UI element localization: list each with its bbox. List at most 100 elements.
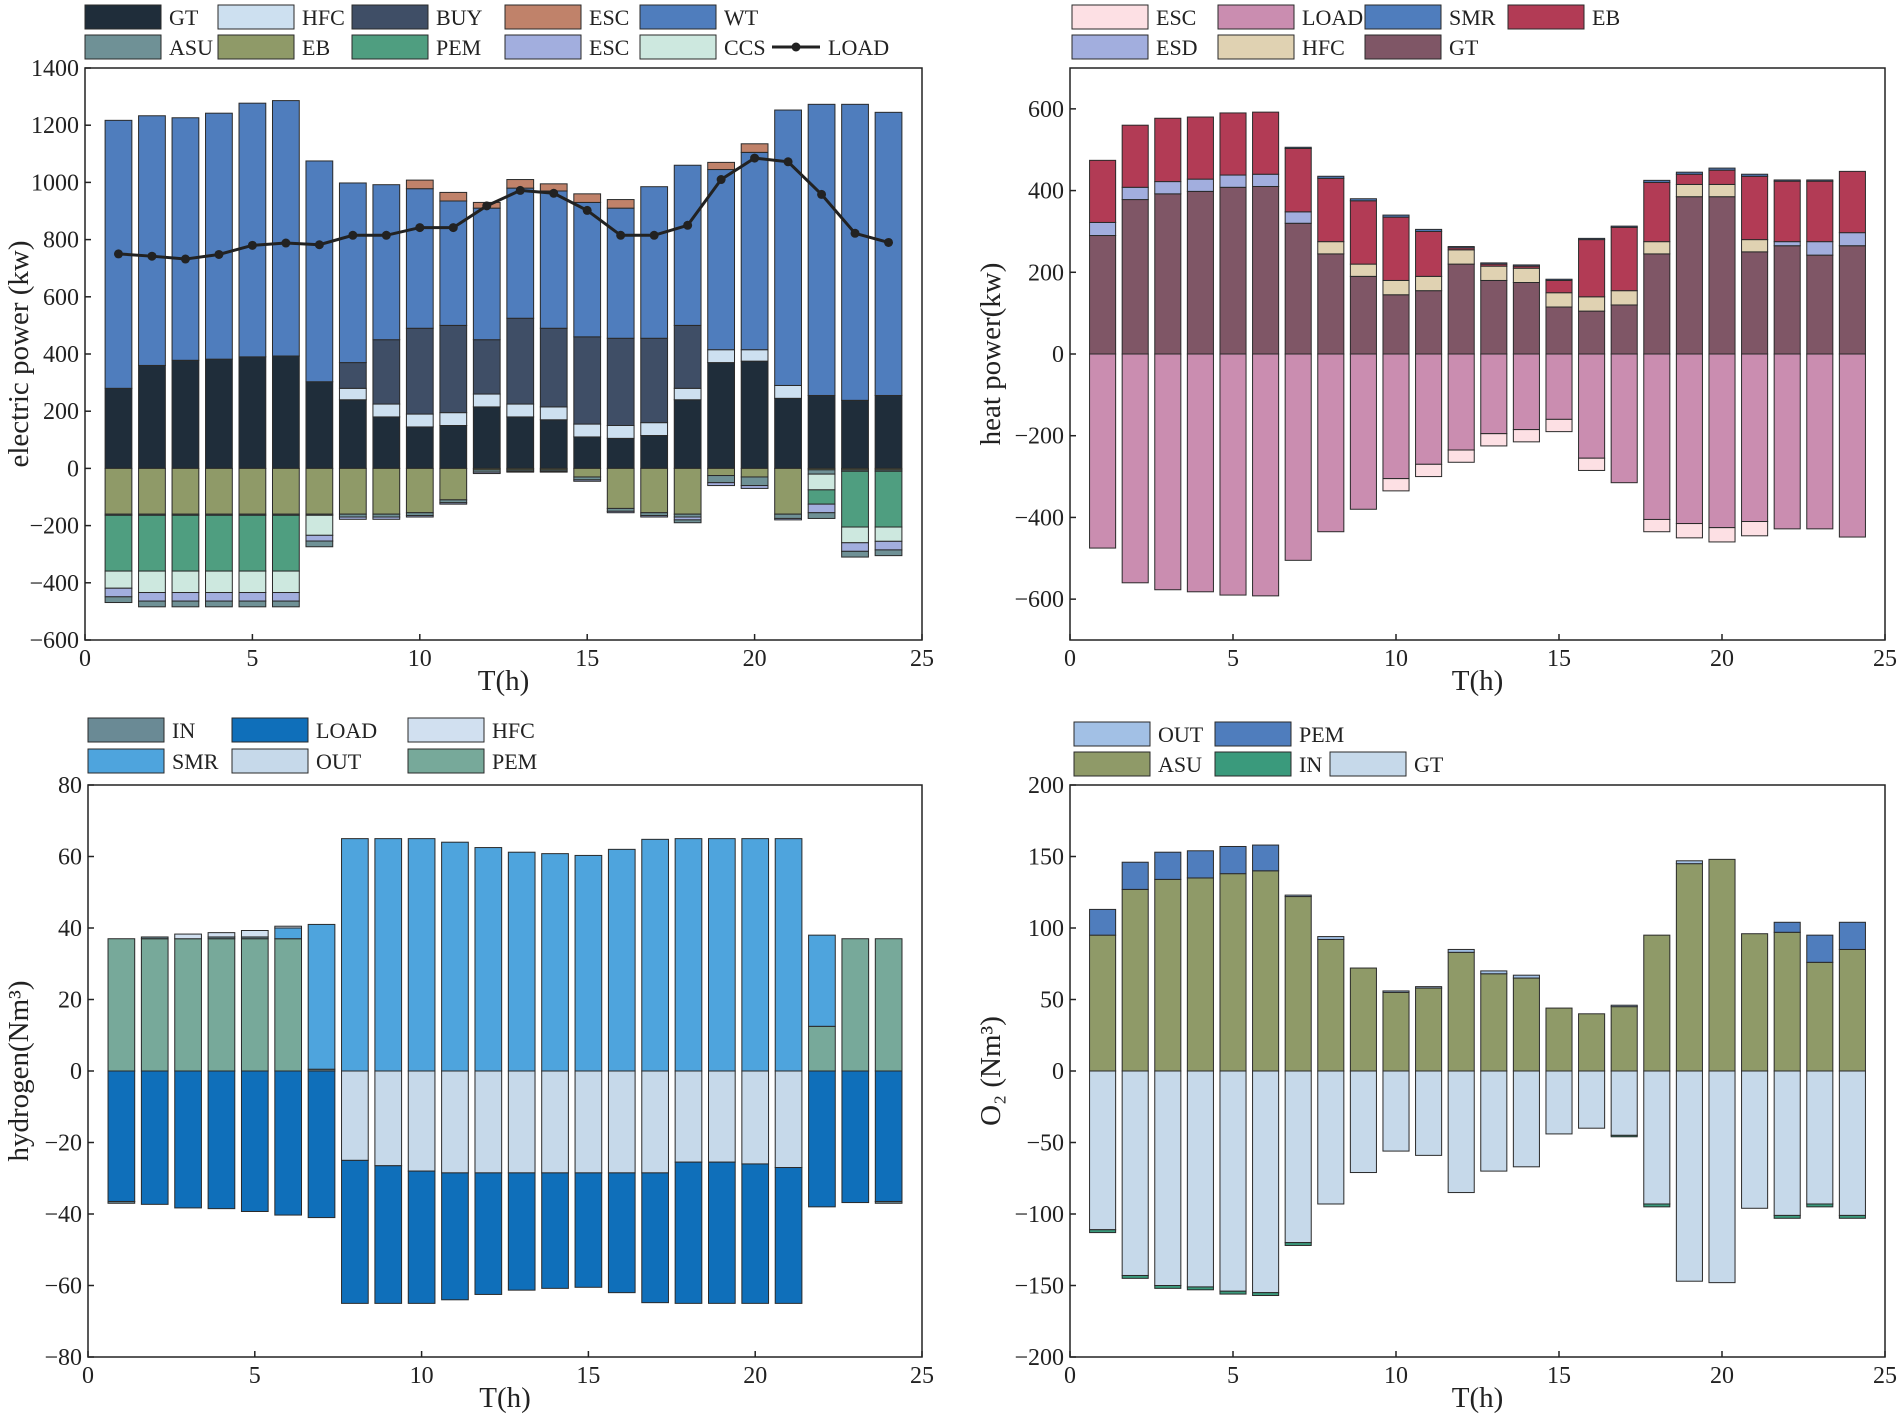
bar-load-h8 xyxy=(341,1159,369,1304)
legend-label: EB xyxy=(302,35,330,60)
legend-label: ESC xyxy=(1156,5,1196,30)
bar-gt-h15 xyxy=(573,436,602,469)
bar-load-h21 xyxy=(1741,353,1769,523)
bar-esc-h21 xyxy=(1741,521,1769,537)
bar-esc-h11 xyxy=(1415,463,1443,478)
legend-item-smr: SMR xyxy=(1364,4,1496,30)
legend-swatch xyxy=(351,4,429,30)
bar-eb-h8 xyxy=(1317,177,1345,243)
x-tick-label: 20 xyxy=(743,646,767,672)
bar-eb-h2 xyxy=(1121,124,1149,188)
bar-pem-h6 xyxy=(274,938,303,1072)
bar-pem-h2 xyxy=(140,938,169,1072)
y-tick-label: −60 xyxy=(44,1274,82,1300)
bar-hfc-h14 xyxy=(1512,267,1540,284)
bar-eb-h21 xyxy=(1741,175,1769,241)
bar-gt-h6 xyxy=(271,355,300,469)
legend-item-load: LOAD xyxy=(1217,4,1363,30)
legend-label: GT xyxy=(1449,35,1479,60)
bar-asu-h5 xyxy=(1219,873,1247,1072)
legend-item-load: LOAD xyxy=(772,35,889,60)
bar-load-h6 xyxy=(274,1070,303,1216)
bar-eb-h11 xyxy=(439,467,468,501)
bar-hfc-h16 xyxy=(1578,296,1606,312)
legend-swatch xyxy=(231,748,309,774)
x-axis-label: T(h) xyxy=(1452,665,1504,697)
bar-esc-h16 xyxy=(606,199,635,209)
bar-load-h2 xyxy=(1121,353,1149,584)
bar-eb-h3 xyxy=(171,467,200,515)
bar-load-h13 xyxy=(507,1172,536,1291)
bar-asu-h22 xyxy=(807,512,836,519)
bar-buy-h11 xyxy=(439,324,468,414)
bar-ccs-h3 xyxy=(171,570,200,594)
bar-smr-h23 xyxy=(1806,179,1834,182)
legend-swatch xyxy=(84,34,162,60)
bar-eb-h19 xyxy=(1675,173,1703,185)
bar-wt-h17 xyxy=(640,186,669,339)
y-tick-label: 0 xyxy=(1052,342,1064,368)
legend-label: PEM xyxy=(1299,722,1344,747)
bar-asu-h18 xyxy=(673,519,702,524)
bar-out-h10 xyxy=(1382,990,1410,993)
y-tick-label: −400 xyxy=(1014,505,1064,531)
bar-gt-h1 xyxy=(104,387,133,469)
bar-wt-h10 xyxy=(405,188,434,329)
bar-gt-h21 xyxy=(1741,251,1769,355)
bar-gt-h14 xyxy=(1512,282,1540,355)
legend-label: ESC xyxy=(589,5,629,30)
legend-label: LOAD xyxy=(316,718,377,743)
load-point-h11 xyxy=(448,223,458,233)
bar-asu-h1 xyxy=(104,596,133,604)
bar-gt-h20 xyxy=(1708,196,1736,355)
bar-load-h24 xyxy=(1838,353,1866,538)
bar-out-h17 xyxy=(641,1070,669,1174)
bar-in-h18 xyxy=(1643,1203,1671,1208)
bar-esd-h5 xyxy=(1219,174,1247,188)
bar-gt-h11 xyxy=(439,425,468,469)
bar-gt-h18 xyxy=(673,399,702,469)
bar-load-h4 xyxy=(207,1070,236,1210)
bar-eb-h6 xyxy=(271,467,300,515)
bar-wt-h15 xyxy=(573,201,602,338)
y-tick-label: 800 xyxy=(43,228,79,254)
legend-swatch xyxy=(1214,721,1292,747)
bar-esc-h6 xyxy=(271,592,300,602)
bar-load-h21 xyxy=(774,1167,803,1304)
y-tick-label: −600 xyxy=(1014,587,1064,613)
bar-esc-h11 xyxy=(439,191,468,202)
bar-gt-h15 xyxy=(1545,306,1573,355)
bar-eb-h19 xyxy=(707,467,736,477)
bar-load-h16 xyxy=(607,1172,636,1294)
bar-out-h7 xyxy=(1284,894,1312,898)
bar-esd-h7 xyxy=(1284,211,1312,224)
legend-swatch xyxy=(87,717,165,743)
bar-gt-h13 xyxy=(1480,1070,1508,1172)
y-tick-label: 200 xyxy=(1028,773,1064,799)
bar-eb-h3 xyxy=(1154,117,1182,183)
bar-asu-h20 xyxy=(740,476,769,487)
bar-load-h3 xyxy=(174,1070,202,1209)
bar-gt-h23 xyxy=(1806,1070,1834,1205)
bar-wt-h12 xyxy=(472,207,501,341)
bar-hfc-h13 xyxy=(1480,265,1508,281)
bar-buy-h15 xyxy=(573,336,602,425)
bar-hfc-h21 xyxy=(1741,239,1769,253)
legend-label: IN xyxy=(1299,752,1322,777)
bar-smr-h6 xyxy=(274,927,303,940)
y-tick-label: −200 xyxy=(1014,1345,1064,1371)
bar-eb-h10 xyxy=(1382,216,1410,281)
bar-esd-h24 xyxy=(1838,232,1866,247)
bar-gt-h12 xyxy=(1447,263,1475,355)
bar-esd-h4 xyxy=(1186,178,1214,192)
bar-eb-h20 xyxy=(1708,169,1736,185)
bar-wt-h14 xyxy=(539,190,568,329)
bar-gt-h4 xyxy=(1186,190,1214,355)
x-tick-label: 25 xyxy=(910,1363,934,1389)
bar-out-h20 xyxy=(741,1070,770,1165)
bar-eb-h20 xyxy=(740,467,769,478)
bar-wt-h20 xyxy=(740,151,769,351)
bar-hfc-h3 xyxy=(174,933,202,940)
x-tick-label: 10 xyxy=(1384,1363,1408,1389)
bar-gt-h4 xyxy=(205,358,233,469)
